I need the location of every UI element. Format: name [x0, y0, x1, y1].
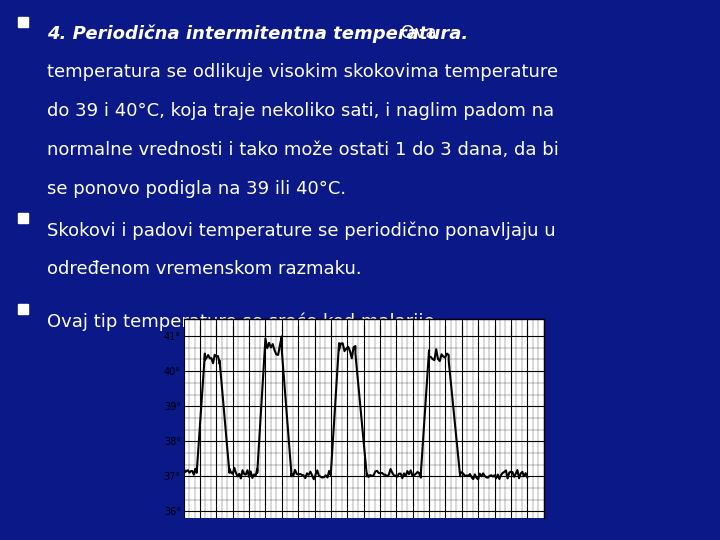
Text: do 39 i 40°C, koja traje nekoliko sati, i naglim padom na: do 39 i 40°C, koja traje nekoliko sati, …	[47, 102, 554, 120]
Text: Ovaj tip temperature se sreće kod malarije.: Ovaj tip temperature se sreće kod malari…	[47, 313, 440, 331]
Text: se ponovo podigla na 39 ili 40°C.: se ponovo podigla na 39 ili 40°C.	[47, 180, 346, 198]
Text: 4. Periodična intermitentna temperatura.: 4. Periodična intermitentna temperatura.	[47, 24, 468, 43]
Text: određenom vremenskom razmaku.: određenom vremenskom razmaku.	[47, 260, 361, 278]
Bar	[18, 305, 28, 314]
Text: normalne vrednosti i tako može ostati 1 do 3 dana, da bi: normalne vrednosti i tako može ostati 1 …	[47, 141, 559, 159]
Text: temperatura se odlikuje visokim skokovima temperature: temperatura se odlikuje visokim skokovim…	[47, 63, 558, 81]
Bar	[18, 17, 28, 27]
Text: Skokovi i padovi temperature se periodično ponavljaju u: Skokovi i padovi temperature se periodič…	[47, 221, 555, 240]
Bar	[18, 213, 28, 223]
Text: Ova: Ova	[395, 24, 436, 42]
